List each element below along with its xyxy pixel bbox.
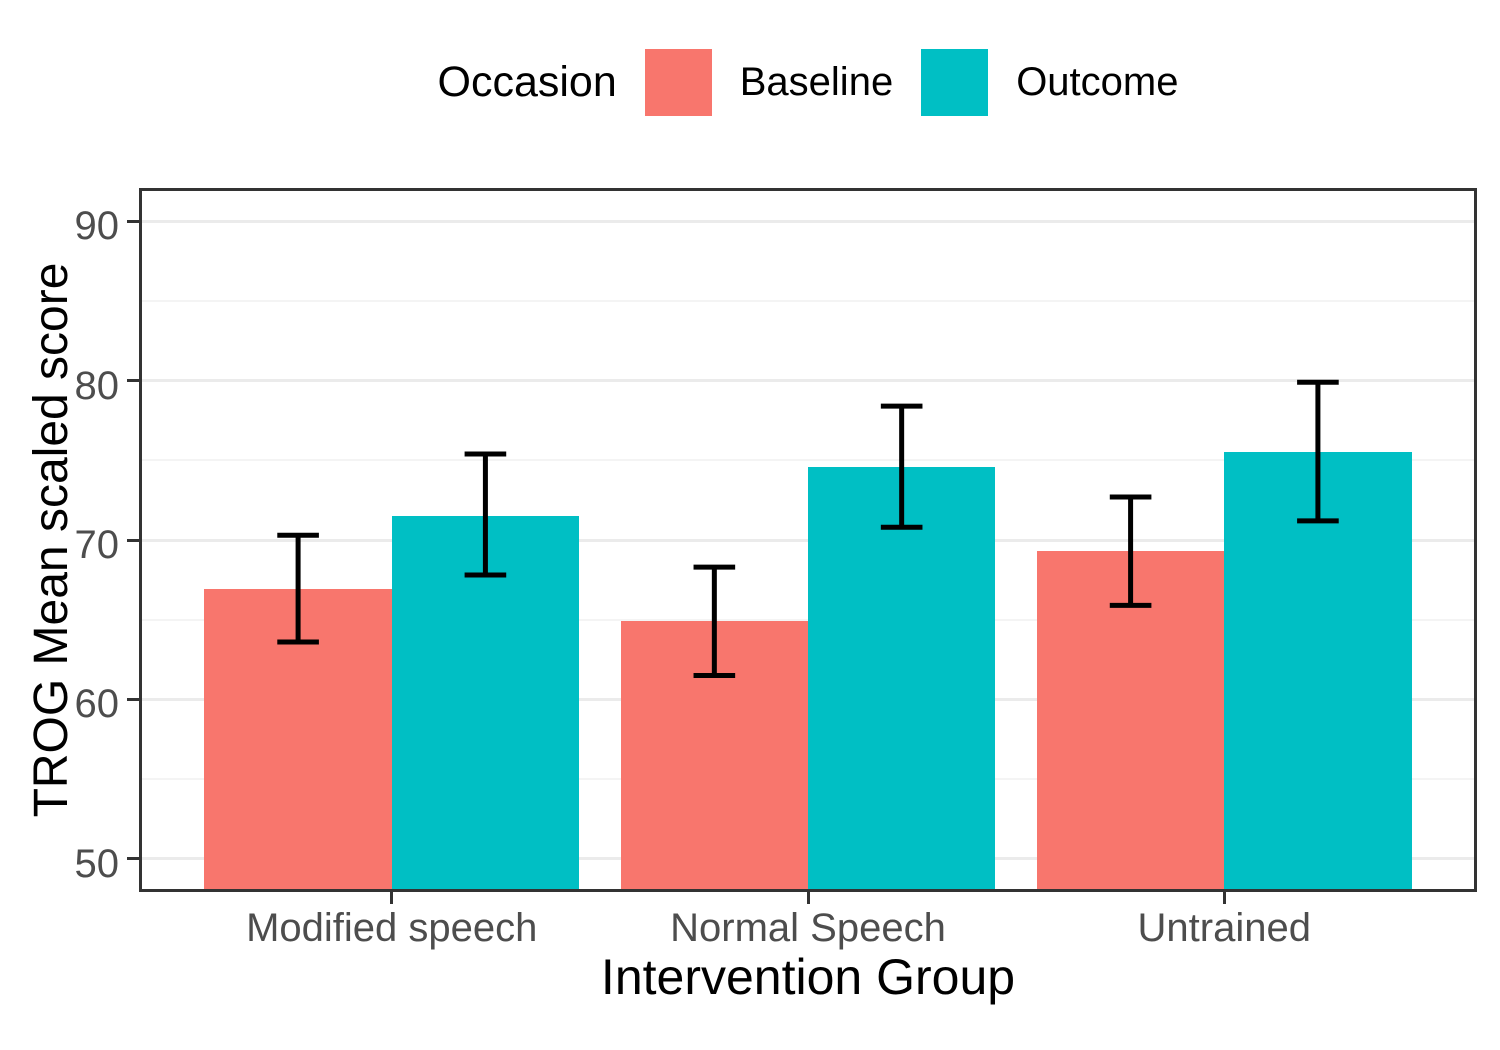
y-tick-label-60: 60 (74, 682, 120, 727)
x-axis-title: Intervention Group (600, 949, 1016, 1005)
legend-key-outcome-swatch (921, 48, 989, 116)
y-tick-label-70: 70 (74, 523, 120, 567)
y-axis-title: TROG Mean scaled score (25, 262, 78, 818)
legend-key-baseline-swatch (644, 48, 712, 116)
y-tick-label-50: 50 (74, 841, 120, 886)
bar-outcome-untrained (1224, 452, 1412, 889)
legend-label-baseline: Baseline (739, 60, 894, 104)
legend: Occasion Baseline Outcome (139, 40, 1477, 124)
plot-area (142, 191, 1474, 889)
legend-label-outcome: Outcome (1016, 60, 1179, 104)
x-tick-label-normal-speech: Normal Speech (670, 906, 946, 950)
y-tick-label-90: 90 (74, 204, 120, 249)
y-tick-mark-80 (127, 379, 139, 383)
gridline-minor-85 (142, 299, 1474, 302)
y-tick-mark-90 (127, 219, 139, 223)
y-tick-mark-70 (127, 538, 139, 542)
legend-title: Occasion (437, 57, 617, 106)
x-tick-mark-modified-speech (390, 892, 394, 904)
error-bars-layer (277, 379, 1339, 678)
y-tick-mark-50 (127, 857, 139, 861)
x-tick-mark-untrained (1222, 892, 1226, 904)
gridline-minor-75 (142, 459, 1474, 462)
x-tick-label-modified-speech: Modified speech (246, 906, 538, 950)
legend-item-baseline: Baseline (644, 48, 894, 116)
x-tick-mark-normal-speech (806, 892, 810, 904)
y-tick-mark-60 (127, 697, 139, 701)
bar-outcome-modified-speech (391, 516, 580, 889)
x-tick-label-untrained: Untrained (1137, 906, 1311, 950)
legend-item-outcome: Outcome (921, 48, 1179, 116)
gridline-major-80 (142, 379, 1474, 383)
chart-panel (139, 188, 1477, 892)
y-tick-label-80: 80 (74, 363, 120, 408)
bar-outcome-normal-speech (808, 466, 996, 889)
gridline-major-90 (142, 219, 1474, 223)
